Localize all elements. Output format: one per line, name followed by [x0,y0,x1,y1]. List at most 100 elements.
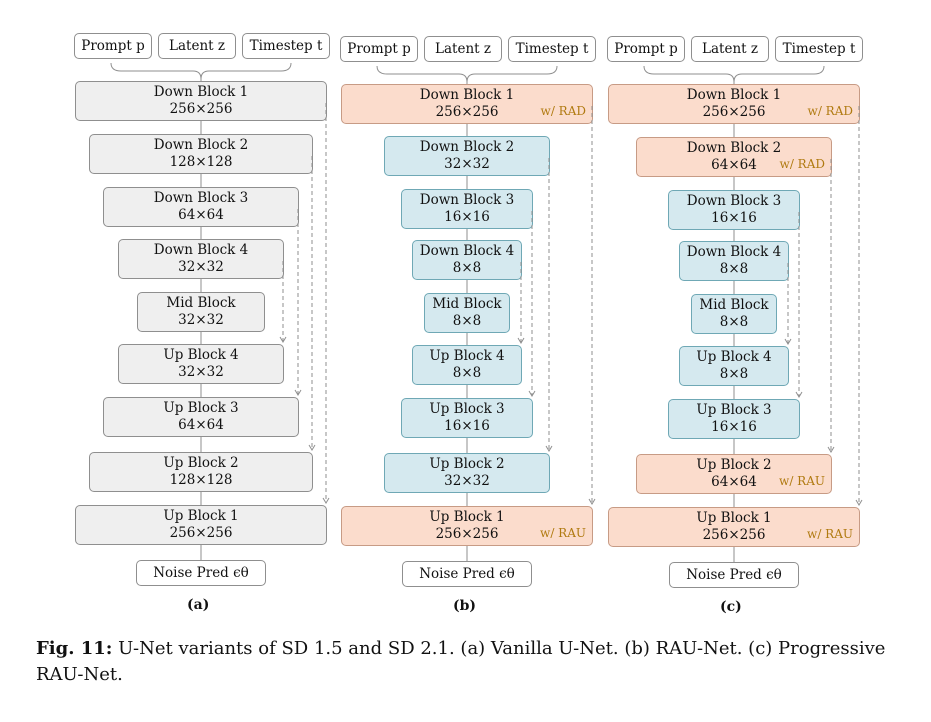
block-tag: w/ RAU [807,527,853,541]
block-up-block-2: Up Block 2 64×64 w/ RAU [636,454,832,494]
prompt-input-box: Prompt p [607,36,685,62]
block-resolution: 32×32 [444,473,490,489]
noise-pred-output-box: Noise Pred ϵθ [136,560,266,586]
block-resolution: 256×256 [169,101,233,117]
block-name: Down Block 3 [686,193,782,209]
panel-label: (a) [187,597,210,613]
input-brace [376,65,558,83]
block-resolution: 32×32 [178,259,224,275]
noise-pred-label: Noise Pred ϵθ [686,566,782,583]
latent-input-box: Latent z [424,36,502,62]
input-brace [110,62,292,80]
skip-arrowhead [308,444,316,451]
skip-arrowhead [528,390,536,397]
block-down-block-4: Down Block 4 32×32 [118,239,284,279]
block-resolution: 64×64 [178,207,224,223]
caption-text: U-Net variants of SD 1.5 and SD 2.1. (a)… [36,638,886,685]
figure-caption: Fig. 11: U-Net variants of SD 1.5 and SD… [36,636,906,688]
block-resolution: 128×128 [169,154,233,170]
block-tag: w/ RAD [779,157,825,171]
block-name: Down Block 2 [153,137,249,153]
block-mid-block: Mid Block 8×8 [424,293,510,333]
block-name: Up Block 3 [696,402,772,418]
timestep-label: Timestep t [515,40,589,57]
block-resolution: 64×64 [178,417,224,433]
block-up-block-3: Up Block 3 16×16 [401,398,533,438]
panel-label: (b) [453,598,477,614]
block-resolution: 8×8 [452,260,482,276]
block-resolution: 32×32 [444,156,490,172]
block-resolution: 8×8 [719,314,749,330]
block-resolution: 256×256 [702,527,766,543]
panel-label: (c) [720,599,742,615]
noise-pred-label: Noise Pred ϵθ [419,565,515,582]
latent-label: Latent z [169,37,225,54]
block-down-block-2: Down Block 2 128×128 [89,134,313,174]
skip-arrowhead [279,336,287,343]
timestep-input-box: Timestep t [242,33,330,59]
block-up-block-2: Up Block 2 32×32 [384,453,550,493]
block-down-block-1: Down Block 1 256×256 [75,81,327,121]
block-name: Up Block 1 [696,510,772,526]
timestep-label: Timestep t [782,40,856,57]
timestep-input-box: Timestep t [775,36,863,62]
block-name: Up Block 4 [163,347,239,363]
block-down-block-1: Down Block 1 256×256 w/ RAD [608,84,860,124]
block-resolution: 256×256 [702,104,766,120]
block-tag: w/ RAU [779,474,825,488]
block-down-block-4: Down Block 4 8×8 [412,240,522,280]
block-resolution: 16×16 [444,418,490,434]
block-resolution: 64×64 [711,157,757,173]
skip-arrowhead [588,498,596,505]
latent-label: Latent z [435,40,491,57]
block-name: Up Block 1 [163,508,239,524]
prompt-label: Prompt p [81,37,145,54]
latent-label: Latent z [702,40,758,57]
block-resolution: 16×16 [444,209,490,225]
block-resolution: 256×256 [169,525,233,541]
prompt-input-box: Prompt p [74,33,152,59]
noise-pred-label: Noise Pred ϵθ [153,564,249,581]
block-name: Up Block 3 [429,401,505,417]
block-down-block-3: Down Block 3 16×16 [668,190,800,230]
block-name: Up Block 1 [429,509,505,525]
block-up-block-4: Up Block 4 32×32 [118,344,284,384]
block-down-block-2: Down Block 2 32×32 [384,136,550,176]
input-brace [643,65,825,83]
block-name: Mid Block [432,296,502,312]
block-down-block-1: Down Block 1 256×256 w/ RAD [341,84,593,124]
block-tag: w/ RAU [540,526,586,540]
block-resolution: 8×8 [719,261,749,277]
skip-arrowhead [517,337,525,344]
skip-arrowhead [827,446,835,453]
block-down-block-3: Down Block 3 64×64 [103,187,299,227]
caption-prefix: Fig. 11: [36,638,113,659]
block-name: Up Block 3 [163,400,239,416]
latent-input-box: Latent z [691,36,769,62]
block-resolution: 8×8 [719,366,749,382]
block-resolution: 128×128 [169,472,233,488]
skip-arrowhead [322,497,330,504]
skip-arrowhead [795,391,803,398]
block-name: Down Block 1 [153,84,249,100]
block-up-block-1: Up Block 1 256×256 [75,505,327,545]
block-name: Up Block 2 [429,456,505,472]
block-resolution: 32×32 [178,364,224,380]
block-resolution: 8×8 [452,365,482,381]
block-down-block-2: Down Block 2 64×64 w/ RAD [636,137,832,177]
skip-arrowhead [294,389,302,396]
block-up-block-3: Up Block 3 16×16 [668,399,800,439]
block-down-block-4: Down Block 4 8×8 [679,241,789,281]
block-name: Down Block 1 [686,87,782,103]
block-up-block-4: Up Block 4 8×8 [412,345,522,385]
block-down-block-3: Down Block 3 16×16 [401,189,533,229]
noise-pred-output-box: Noise Pred ϵθ [402,561,532,587]
skip-arrowhead [855,499,863,506]
latent-input-box: Latent z [158,33,236,59]
block-name: Up Block 2 [696,457,772,473]
block-tag: w/ RAD [540,104,586,118]
block-name: Up Block 4 [696,349,772,365]
prompt-label: Prompt p [614,40,678,57]
block-resolution: 16×16 [711,419,757,435]
